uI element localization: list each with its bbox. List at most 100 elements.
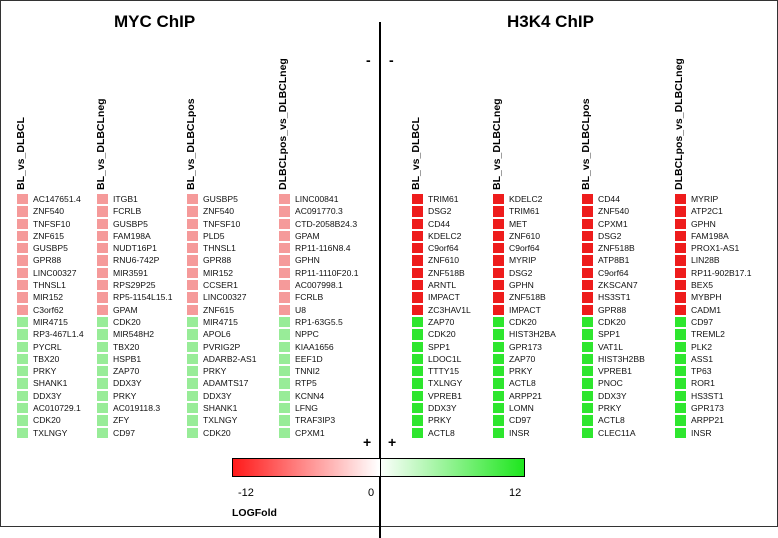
scale-title: LOGFold [232, 507, 277, 519]
up-regulated-cell [493, 280, 504, 291]
gene-label: GPR173 [691, 403, 724, 414]
gene-label: FCRLB [295, 292, 324, 303]
down-regulated-cell [97, 390, 108, 402]
up-regulated-cell [279, 230, 290, 242]
down-regulated-cell [493, 415, 504, 426]
down-regulated-cell [412, 427, 423, 438]
gene-label: AC091770.3 [295, 206, 343, 217]
up-regulated-cell [675, 267, 686, 279]
gene-label: FAM198A [113, 230, 151, 241]
column-header-label: BL_vs_DLBCLneg [95, 98, 107, 190]
gene-label: MIR152 [33, 292, 64, 303]
gene-label: CD97 [113, 427, 135, 438]
gene-label: DDX3Y [428, 403, 457, 414]
down-regulated-cell [675, 353, 686, 365]
down-regulated-cell [493, 341, 504, 352]
up-regulated-cell [675, 218, 686, 229]
up-regulated-cell [279, 206, 290, 217]
gene-label: ADARB2-AS1 [203, 353, 257, 364]
up-regulated-cell [582, 206, 593, 217]
up-regulated-cell [17, 194, 28, 205]
up-regulated-cell [582, 243, 593, 254]
up-regulated-cell [493, 206, 504, 217]
down-regulated-cell [17, 427, 28, 438]
gene-label: MYRIP [691, 194, 719, 204]
down-regulated-cell [97, 366, 108, 377]
gene-label: KDELC2 [509, 194, 543, 204]
gene-label: ZAP70 [113, 366, 140, 377]
down-regulated-cell [17, 341, 28, 352]
up-regulated-cell [17, 243, 28, 254]
up-regulated-cell [675, 304, 686, 315]
down-regulated-cell [493, 403, 504, 414]
down-regulated-cell [675, 378, 686, 389]
up-regulated-cell [17, 304, 28, 315]
down-regulated-cell [279, 378, 290, 389]
up-regulated-cell [675, 206, 686, 217]
gene-label: HS3ST1 [691, 390, 724, 401]
down-regulated-cell [97, 403, 108, 414]
up-regulated-cell [582, 255, 593, 266]
gene-label: TNFSF10 [33, 218, 71, 229]
gene-label: CDK20 [113, 316, 141, 327]
gene-label: INSR [509, 427, 530, 438]
down-regulated-cell [279, 415, 290, 426]
gene-label: AC010729.1 [33, 403, 81, 414]
gene-label: AC007998.1 [295, 280, 343, 291]
gene-label: TNNI2 [295, 366, 320, 377]
gene-label: GPR88 [203, 255, 232, 266]
down-regulated-cell [493, 427, 504, 438]
gene-label: C9orf64 [598, 267, 629, 278]
up-regulated-cell [493, 304, 504, 315]
gene-label: RTP5 [295, 378, 317, 389]
gene-label: U8 [295, 304, 306, 315]
down-regulated-cell [17, 329, 28, 340]
gene-label: ACTL8 [428, 427, 455, 438]
up-regulated-cell [187, 206, 198, 217]
up-regulated-cell [97, 218, 108, 229]
up-regulated-cell [97, 292, 108, 303]
gene-label: PRKY [33, 366, 57, 377]
down-regulated-cell [582, 341, 593, 352]
gene-label: ZNF540 [203, 206, 235, 217]
column-header: BL_vs_DLBCLneg [491, 40, 507, 190]
gene-label: LFNG [295, 403, 318, 414]
gene-label: ACTL8 [509, 378, 536, 389]
down-regulated-cell [97, 341, 108, 352]
gene-label: ZC3HAV1L [428, 304, 471, 315]
down-regulated-cell [493, 378, 504, 389]
up-regulated-cell [493, 255, 504, 266]
gene-label: NUDT16P1 [113, 243, 157, 254]
down-regulated-cell [582, 316, 593, 328]
gene-label: MIR4715 [33, 316, 68, 327]
color-scale-zero-line [380, 458, 381, 477]
gene-label: CPXM1 [598, 218, 628, 229]
down-regulated-cell [412, 341, 423, 352]
up-regulated-cell [493, 243, 504, 254]
gene-label: PRKY [598, 403, 622, 414]
up-regulated-cell [97, 206, 108, 217]
down-regulated-cell [17, 378, 28, 389]
down-regulated-cell [279, 427, 290, 438]
down-regulated-cell [187, 366, 198, 377]
scale-max-label: 12 [509, 487, 522, 499]
gene-label: ZNF610 [428, 255, 460, 266]
gene-label: TTTY15 [428, 366, 460, 377]
gene-label: SPP1 [428, 341, 450, 352]
gene-label: KDELC2 [428, 230, 462, 241]
gene-label: RP11-902B17.1 [691, 267, 752, 278]
down-regulated-cell [97, 316, 108, 328]
down-regulated-cell [493, 353, 504, 365]
gene-label: GPHN [295, 255, 320, 266]
up-regulated-cell [412, 280, 423, 291]
column-header: DLBCLpos_vs_DLBCLneg [277, 40, 293, 190]
up-regulated-cell [187, 304, 198, 315]
up-regulated-cell [493, 218, 504, 229]
down-regulated-cell [97, 378, 108, 389]
down-regulated-cell [582, 353, 593, 365]
gene-label: DDX3Y [598, 390, 627, 401]
gene-label: ZNF518B [509, 292, 546, 303]
up-regulated-cell [17, 255, 28, 266]
gene-label: FAM198A [691, 230, 729, 241]
gene-label: CD44 [598, 194, 620, 204]
